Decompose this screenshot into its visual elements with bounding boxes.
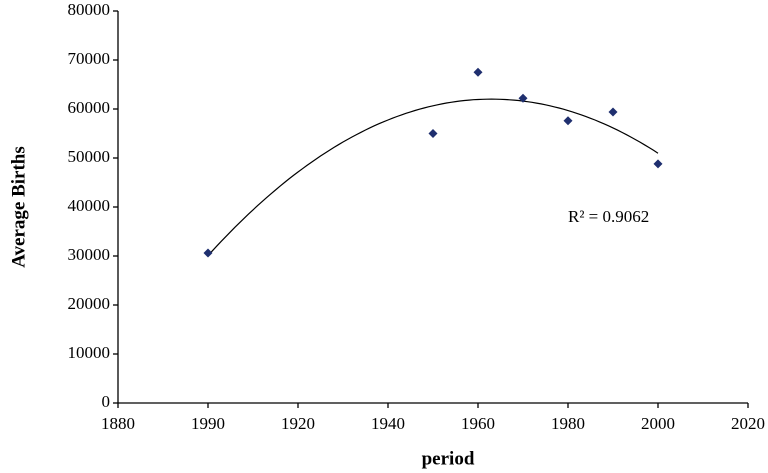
- data-point: [608, 107, 618, 117]
- y-tick-label: 80000: [68, 0, 111, 19]
- y-axis-label: Average Births: [8, 146, 29, 268]
- y-tick-label: 0: [102, 392, 111, 411]
- data-point: [473, 67, 483, 77]
- data-point: [518, 93, 528, 103]
- data-point: [203, 248, 213, 258]
- x-tick-label: 1940: [371, 414, 405, 433]
- y-tick-label: 20000: [68, 294, 111, 313]
- y-tick-label: 70000: [68, 49, 111, 68]
- x-tick-label: 1990: [191, 414, 225, 433]
- x-tick-label: 2020: [731, 414, 765, 433]
- x-tick-label: 1920: [281, 414, 315, 433]
- data-point: [428, 129, 438, 138]
- x-axis-label: period: [422, 448, 475, 469]
- trendline: [207, 98, 659, 257]
- y-tick-label: 30000: [68, 245, 111, 264]
- x-tick-label: 1960: [461, 414, 495, 433]
- y-tick-label: 40000: [68, 196, 111, 215]
- x-tick-label: 1880: [101, 414, 135, 433]
- y-tick-label: 60000: [68, 98, 111, 117]
- y-tick-label: 10000: [68, 343, 111, 362]
- data-point: [563, 116, 573, 126]
- annotation: R² = 0.9062: [568, 207, 649, 226]
- y-tick-label: 50000: [68, 147, 111, 166]
- x-tick-label: 1980: [551, 414, 585, 433]
- x-tick-label: 2000: [641, 414, 675, 433]
- data-point: [653, 159, 663, 169]
